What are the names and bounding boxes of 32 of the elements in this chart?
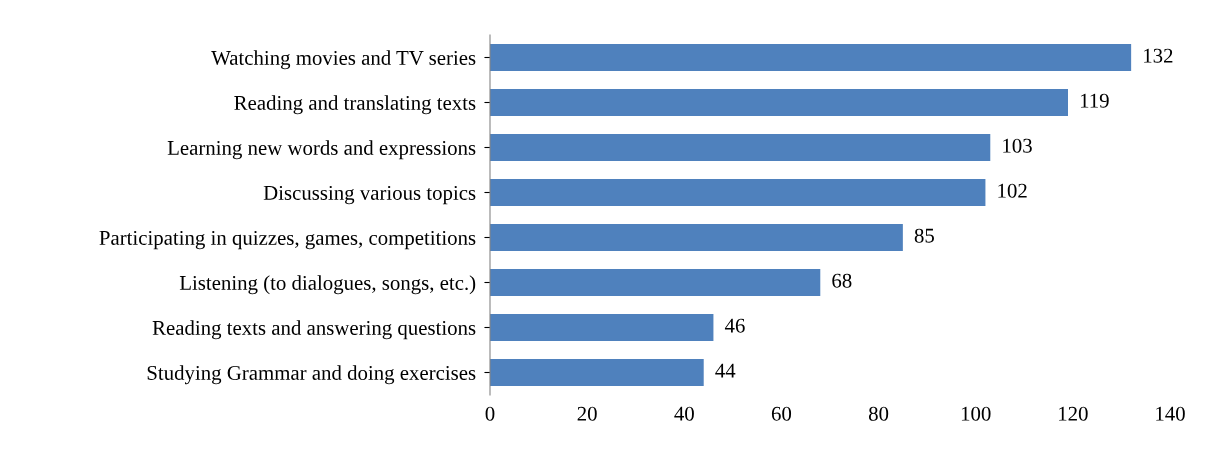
bar	[490, 269, 821, 296]
bar	[490, 134, 991, 161]
data-label: 132	[1144, 48, 1173, 63]
data-label: 119	[1080, 93, 1109, 108]
data-label: 68	[832, 273, 852, 288]
x-tick-label: 60	[771, 406, 792, 421]
x-tick-label: 80	[868, 406, 889, 421]
y-tick-label: Participating in quizzes, games, competitions	[99, 230, 476, 250]
x-tick-label: 0	[485, 406, 495, 421]
data-label: 46	[724, 318, 745, 333]
data-label: 85	[914, 228, 934, 243]
bar	[490, 44, 1132, 71]
bar	[490, 179, 986, 206]
y-tick-label: Reading and translating texts	[234, 95, 476, 115]
x-tick-label: 140	[1156, 406, 1185, 421]
y-tick-label: Listening (to dialogues, songs, etc.)	[179, 275, 476, 295]
y-tick-label: Reading texts and answering questions	[152, 320, 476, 340]
data-label: 102	[998, 183, 1027, 198]
x-tick-label: 120	[1059, 406, 1088, 421]
y-tick-label: Studying Grammar and doing exercises	[147, 365, 476, 385]
bar	[490, 359, 704, 386]
y-tick-label: Watching movies and TV series	[211, 50, 476, 70]
bar	[490, 89, 1068, 116]
x-tick-label: 100	[961, 406, 991, 421]
bar	[490, 224, 903, 251]
y-tick-label: Learning new words and expressions	[167, 140, 476, 160]
y-tick-label: Discussing various topics	[263, 185, 476, 205]
x-tick-label: 40	[674, 406, 694, 421]
data-label: 103	[1003, 138, 1032, 153]
bar	[490, 314, 714, 341]
x-tick-label: 20	[577, 406, 597, 421]
data-label: 44	[715, 363, 736, 378]
